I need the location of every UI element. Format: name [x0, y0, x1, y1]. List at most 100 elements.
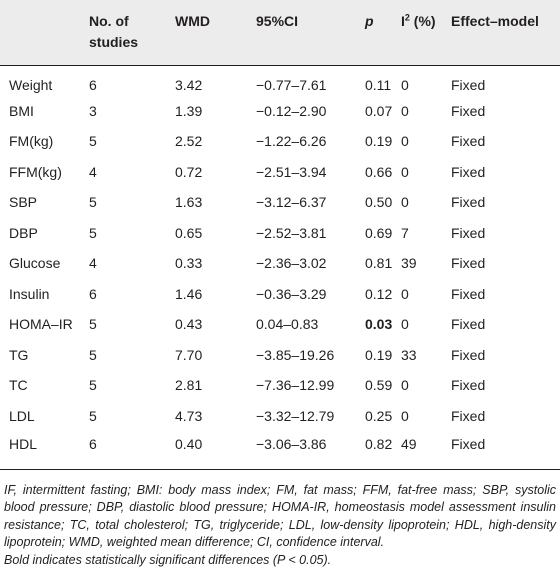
- cell-wmd: 3.42: [175, 77, 203, 94]
- cell-i2: 0: [401, 285, 409, 302]
- cell-effect-model: Fixed: [451, 346, 486, 363]
- cell-p: 0.50: [365, 194, 393, 211]
- cell-i2: 0: [401, 377, 409, 394]
- cell-i2: 39: [401, 255, 417, 272]
- cell-p: 0.07: [365, 102, 393, 119]
- cell-ci: −1.22–6.26: [256, 133, 327, 150]
- table-row: Weight 6 3.42 −0.77–7.61 0.11 0 Fixed: [0, 65, 560, 96]
- cell-variable: BMI: [9, 102, 34, 119]
- cell-wmd: 0.40: [175, 436, 203, 453]
- cell-variable: FM(kg): [9, 133, 54, 150]
- header-i2: I2 (%): [401, 0, 451, 65]
- cell-variable: FFM(kg): [9, 163, 62, 180]
- table-row: Insulin 6 1.46 −0.36–3.29 0.12 0 Fixed: [0, 279, 560, 310]
- cell-effect-model: Fixed: [451, 285, 486, 302]
- cell-wmd: 1.46: [175, 285, 203, 302]
- header-wmd: WMD: [175, 13, 210, 29]
- cell-n-studies: 5: [89, 377, 97, 394]
- cell-i2: 0: [401, 316, 409, 333]
- cell-effect-model: Fixed: [451, 77, 486, 94]
- cell-variable: Insulin: [9, 285, 50, 302]
- cell-p: 0.03: [365, 316, 393, 333]
- cell-ci: −3.85–19.26: [256, 346, 335, 363]
- table-row: TG 5 7.70 −3.85–19.26 0.19 33 Fixed: [0, 340, 560, 371]
- cell-p: 0.12: [365, 285, 393, 302]
- cell-n-studies: 3: [89, 102, 97, 119]
- cell-p: 0.25: [365, 407, 393, 424]
- cell-effect-model: Fixed: [451, 224, 486, 241]
- cell-i2: 0: [401, 407, 409, 424]
- cell-n-studies: 5: [89, 346, 97, 363]
- header-n-studies: No. of studies: [89, 13, 139, 50]
- cell-n-studies: 5: [89, 407, 97, 424]
- table-row: HOMA–IR 5 0.43 0.04–0.83 0.03 0 Fixed: [0, 309, 560, 340]
- cell-variable: Weight: [9, 77, 53, 94]
- cell-effect-model: Fixed: [451, 436, 486, 453]
- cell-ci: −2.52–3.81: [256, 224, 327, 241]
- cell-p: 0.11: [365, 77, 392, 94]
- cell-variable: DBP: [9, 224, 38, 241]
- cell-ci: −3.06–3.86: [256, 436, 327, 453]
- cell-n-studies: 4: [89, 255, 97, 272]
- cell-wmd: 2.52: [175, 133, 203, 150]
- header-i2-rest: (%): [409, 13, 436, 29]
- cell-wmd: 1.63: [175, 194, 203, 211]
- cell-i2: 49: [401, 436, 417, 453]
- cell-effect-model: Fixed: [451, 163, 486, 180]
- cell-wmd: 0.65: [175, 224, 203, 241]
- cell-n-studies: 5: [89, 316, 97, 333]
- cell-variable: HDL: [9, 436, 38, 453]
- header-ci: 95%CI: [256, 13, 299, 29]
- header-rule: [0, 65, 560, 66]
- cell-variable: Glucose: [9, 255, 61, 272]
- cell-n-studies: 6: [89, 77, 97, 94]
- cell-n-studies: 6: [89, 436, 97, 453]
- table-row: BMI 3 1.39 −0.12–2.90 0.07 0 Fixed: [0, 96, 560, 127]
- cell-p: 0.69: [365, 224, 393, 241]
- table-row: Glucose 4 0.33 −2.36–3.02 0.81 39 Fixed: [0, 248, 560, 279]
- header-i2-sup: 2: [404, 12, 410, 23]
- meta-analysis-table: No. of studies WMD 95%CI p I2 (%) Effect…: [0, 0, 560, 462]
- cell-variable: HOMA–IR: [9, 316, 73, 333]
- cell-effect-model: Fixed: [451, 194, 486, 211]
- table-body: Weight 6 3.42 −0.77–7.61 0.11 0 Fixed BMI 3 1.39 −…: [0, 65, 560, 462]
- table-row: SBP 5 1.63 −3.12–6.37 0.50 0 Fixed: [0, 187, 560, 218]
- table-row: HDL 6 0.40 −3.06–3.86 0.82 49 Fixed: [0, 431, 560, 462]
- footnote-abbreviations: IF, intermittent fasting; BMI: body mass…: [4, 483, 556, 550]
- cell-ci: −2.36–3.02: [256, 255, 327, 272]
- cell-i2: 33: [401, 346, 417, 363]
- cell-wmd: 0.33: [175, 255, 203, 272]
- cell-ci: −2.51–3.94: [256, 163, 327, 180]
- header-effect-model: Effect–model: [451, 13, 539, 29]
- cell-ci: −7.36–12.99: [256, 377, 335, 394]
- cell-p: 0.19: [365, 346, 393, 363]
- cell-ci: −0.36–3.29: [256, 285, 327, 302]
- table-bottom-rule: [0, 469, 560, 470]
- cell-i2: 0: [401, 194, 409, 211]
- cell-effect-model: Fixed: [451, 255, 486, 272]
- cell-i2: 0: [401, 102, 409, 119]
- cell-n-studies: 5: [89, 194, 97, 211]
- cell-n-studies: 6: [89, 285, 97, 302]
- cell-wmd: 7.70: [175, 346, 203, 363]
- cell-wmd: 4.73: [175, 407, 203, 424]
- cell-effect-model: Fixed: [451, 102, 486, 119]
- cell-n-studies: 5: [89, 133, 97, 150]
- cell-wmd: 0.72: [175, 163, 203, 180]
- table-row: DBP 5 0.65 −2.52–3.81 0.69 7 Fixed: [0, 218, 560, 249]
- cell-variable: LDL: [9, 407, 35, 424]
- header-variable: [0, 0, 89, 65]
- cell-wmd: 0.43: [175, 316, 203, 333]
- header-p: p: [365, 13, 374, 29]
- cell-ci: −3.12–6.37: [256, 194, 327, 211]
- cell-p: 0.19: [365, 133, 393, 150]
- cell-effect-model: Fixed: [451, 407, 486, 424]
- cell-wmd: 1.39: [175, 102, 203, 119]
- cell-effect-model: Fixed: [451, 133, 486, 150]
- footnote-significance: Bold indicates statistically significant…: [4, 552, 332, 567]
- cell-ci: −3.32–12.79: [256, 407, 335, 424]
- cell-ci: −0.12–2.90: [256, 102, 327, 119]
- header-i2-base: I: [401, 13, 405, 29]
- table-row: FM(kg) 5 2.52 −1.22–6.26 0.19 0 Fixed: [0, 126, 560, 157]
- cell-p: 0.66: [365, 163, 393, 180]
